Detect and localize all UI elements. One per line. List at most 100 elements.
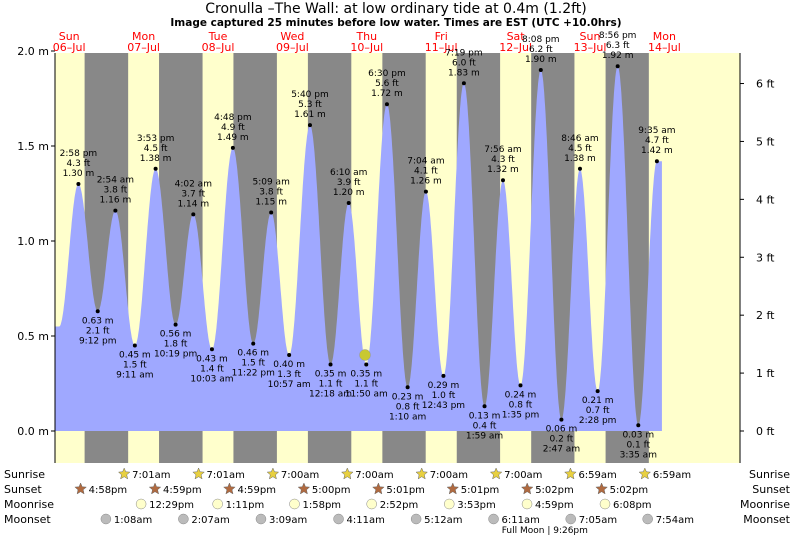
- y-tick-label-ft: 3 ft: [756, 251, 775, 264]
- tide-label: 0.63 m: [82, 316, 114, 326]
- day-date: 09–Jul: [276, 41, 309, 54]
- tide-point: [153, 166, 158, 171]
- tide-point: [405, 385, 410, 390]
- sunset-time: 5:01pm: [386, 485, 425, 496]
- tide-label: 12:43 pm: [422, 401, 465, 411]
- y-tick-label-m: 1.0 m: [17, 235, 49, 248]
- tide-label: 1.72 m: [371, 89, 403, 99]
- sunrise-icon: [415, 467, 429, 480]
- sunset-icon: [223, 482, 236, 495]
- tide-label: 0.24 m: [505, 390, 537, 400]
- tide-label: 3.9 ft: [337, 178, 361, 188]
- tide-point: [346, 201, 351, 205]
- tide-label: 1:10 am: [389, 412, 426, 422]
- tide-label: 0.06 m: [546, 425, 578, 435]
- tide-label: 0.8 ft: [396, 402, 420, 412]
- day-date: 08–Jul: [202, 41, 235, 54]
- sunrise-time: 7:01am: [132, 470, 170, 481]
- tide-point: [518, 383, 523, 388]
- tide-label: 4:48 pm: [214, 113, 252, 123]
- tide-label: 1.61 m: [294, 110, 326, 120]
- sunset-icon: [595, 482, 608, 495]
- row-label-right: Moonrise: [740, 498, 790, 511]
- tide-label: 1.15 m: [255, 198, 287, 208]
- sunrise-time: 7:00am: [281, 470, 319, 481]
- tide-label: 0.8 ft: [509, 400, 533, 410]
- tide-point: [577, 166, 582, 171]
- tide-label: 1.5 ft: [123, 361, 147, 371]
- tide-label: 4.3 ft: [491, 155, 515, 165]
- tide-label: 1.49 m: [217, 133, 249, 143]
- tide-label: 0.56 m: [160, 330, 192, 340]
- sunrise-icon: [192, 467, 205, 480]
- day-name: Sun: [580, 30, 601, 43]
- sunrise-icon: [638, 467, 652, 480]
- tide-label: 1:59 am: [466, 431, 503, 441]
- tide-label: 0.7 ft: [586, 406, 610, 416]
- day-name: Fri: [435, 30, 448, 43]
- chart-subtitle: Image captured 25 minutes before low wat…: [170, 17, 621, 29]
- tide-point: [269, 210, 274, 215]
- sunrise-time: 6:59am: [578, 470, 616, 481]
- tide-point: [76, 182, 81, 186]
- tide-label: 2:54 am: [97, 176, 134, 186]
- tide-point: [482, 404, 487, 409]
- tide-label: 11:50 am: [345, 390, 388, 400]
- tide-point: [384, 102, 389, 107]
- moonset-time: 7:05am: [579, 515, 617, 526]
- tide-label: 1.26 m: [410, 177, 442, 187]
- tide-label: 1.30 m: [63, 169, 95, 179]
- sunrise-icon: [117, 467, 131, 480]
- row-label-left: Moonset: [4, 513, 51, 526]
- tide-label: 10:03 am: [190, 374, 233, 384]
- tide-label: 1.5 ft: [241, 359, 265, 369]
- y-tick-label-ft: 0 ft: [756, 425, 775, 438]
- tide-label: 6.0 ft: [452, 58, 476, 68]
- tide-point: [307, 123, 312, 128]
- tide-label: 3.7 ft: [181, 189, 205, 199]
- tide-point: [615, 64, 620, 69]
- tide-point: [423, 189, 428, 194]
- moonset-icon: [178, 513, 189, 525]
- tide-labels: 2:58 pm4.3 ft1.30 m0.63 m2.1 ft9:12 pm2:…: [60, 31, 676, 460]
- full-moon-label: Full Moon | 9:26pm: [502, 526, 588, 536]
- sunrise-time: 7:00am: [355, 470, 393, 481]
- moonset-icon: [255, 513, 267, 525]
- y-tick-label-m: 1.5 m: [17, 140, 49, 153]
- row-label-left: Moonrise: [4, 498, 54, 511]
- day-date: 14–Jul: [648, 41, 681, 54]
- tide-label: 1.4 ft: [200, 364, 224, 374]
- sunrise-time: 6:59am: [653, 470, 691, 481]
- tide-label: 5:40 pm: [291, 90, 329, 100]
- moonset-icon: [100, 513, 112, 525]
- tide-point: [132, 343, 137, 348]
- moonset-time: 4:11am: [347, 515, 385, 526]
- y-tick-label-ft: 4 ft: [756, 193, 775, 206]
- tide-point: [173, 322, 178, 327]
- moonrise-icon: [599, 498, 611, 510]
- tide-label: 7:56 am: [484, 145, 521, 155]
- tide-label: 0.21 m: [582, 396, 614, 406]
- tide-point: [209, 347, 214, 352]
- tide-area: [55, 66, 662, 431]
- tide-point: [538, 68, 543, 72]
- tide-point: [287, 353, 292, 357]
- sunset-icon: [372, 482, 385, 495]
- tide-label: 4.5 ft: [144, 144, 168, 154]
- tide-label: 3:35 am: [620, 450, 657, 460]
- tide-point: [500, 178, 505, 183]
- tide-label: 0.23 m: [392, 392, 424, 402]
- moonset-icon: [488, 513, 499, 525]
- tide-label: 0.13 m: [469, 411, 501, 421]
- moonrise-time: 6:08pm: [613, 500, 652, 511]
- tide-label: 1.92 m: [602, 51, 634, 61]
- moonrise-time: 12:29pm: [149, 500, 194, 511]
- day-name: Sun: [59, 30, 80, 43]
- day-date: 13–Jul: [574, 41, 607, 54]
- tide-label: 0.4 ft: [473, 421, 497, 431]
- sunset-icon: [74, 482, 87, 495]
- tide-label: 1.0 ft: [432, 391, 456, 401]
- tide-label: 12:18 am: [309, 390, 352, 400]
- tide-label: 2.1 ft: [86, 326, 110, 336]
